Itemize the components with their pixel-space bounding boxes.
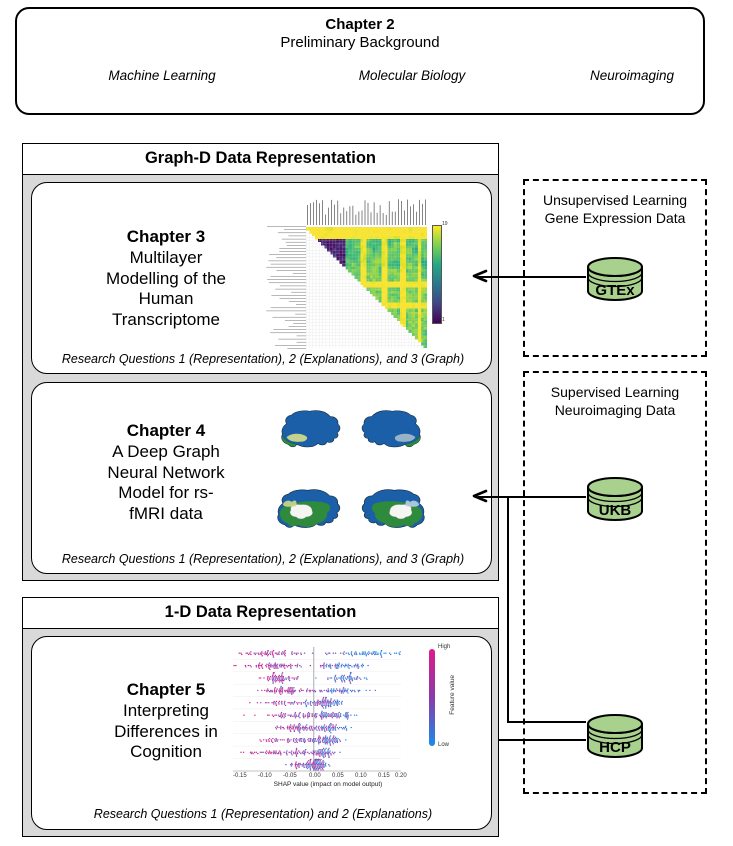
svg-text:UKB: UKB [599, 502, 632, 519]
svg-text:GTEx: GTEx [595, 282, 635, 299]
svg-text:HCP: HCP [599, 739, 631, 756]
